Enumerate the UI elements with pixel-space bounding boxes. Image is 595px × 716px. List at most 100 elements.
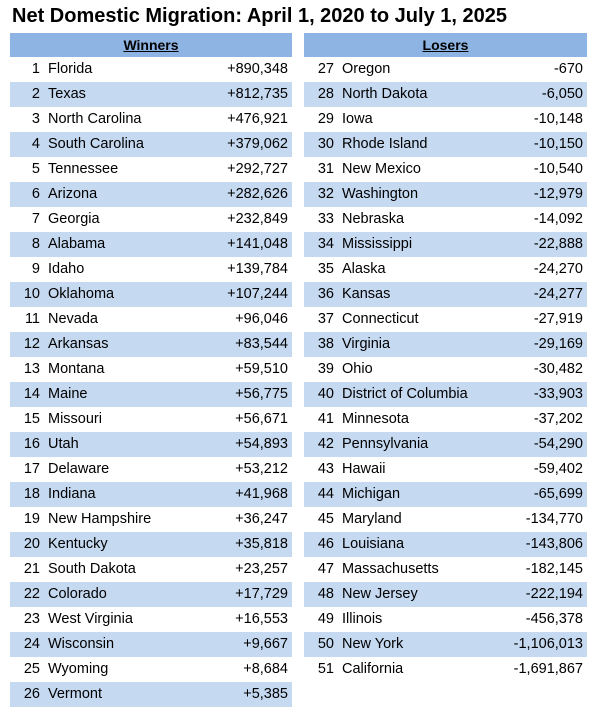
state: Oregon [342, 61, 391, 77]
migration-value: +9,667 [243, 636, 288, 652]
rank: 37 [317, 311, 334, 327]
state: Arkansas [48, 336, 109, 352]
rank: 29 [317, 111, 334, 127]
state: Illinois [342, 611, 383, 627]
migration-value: -10,148 [533, 111, 583, 127]
rank: 4 [31, 136, 40, 152]
state: Florida [48, 61, 93, 77]
state: California [342, 661, 404, 677]
table-row: 21 South Dakota +23,257 [10, 557, 292, 582]
rank: 41 [317, 411, 334, 427]
migration-value: -143,806 [525, 536, 583, 552]
rank: 48 [317, 586, 334, 602]
state: South Dakota [48, 561, 136, 577]
rank: 35 [317, 261, 334, 277]
migration-value: -27,919 [533, 311, 583, 327]
rank: 30 [317, 136, 334, 152]
rank: 33 [317, 211, 334, 227]
migration-value: +23,257 [235, 561, 288, 577]
rank: 32 [317, 186, 334, 202]
table-row: 29 Iowa -10,148 [304, 107, 587, 132]
state: Indiana [48, 486, 96, 502]
state: District of Columbia [342, 386, 468, 402]
migration-value: -12,979 [533, 186, 583, 202]
migration-value: +282,626 [227, 186, 288, 202]
state: Alaska [342, 261, 386, 277]
migration-value: +59,510 [235, 361, 288, 377]
state: Ohio [342, 361, 373, 377]
table-row: 15 Missouri +56,671 [10, 407, 292, 432]
migration-value: +292,727 [227, 161, 288, 177]
migration-value: -10,150 [533, 136, 583, 152]
state: Utah [48, 436, 79, 452]
migration-value: -22,888 [533, 236, 583, 252]
rank: 3 [31, 111, 40, 127]
table-row: 4 South Carolina +379,062 [10, 132, 292, 157]
state: Maryland [342, 511, 402, 527]
state: Georgia [48, 211, 100, 227]
rank: 8 [31, 236, 40, 252]
table-row: 9 Idaho +139,784 [10, 257, 292, 282]
state: Kansas [342, 286, 391, 302]
table-row: 24 Wisconsin +9,667 [10, 632, 292, 657]
table-row: 46 Louisiana -143,806 [304, 532, 587, 557]
losers-table: Losers 27 Oregon -670 28 North Dakota -6,050 2… [304, 33, 587, 682]
table-row: 18 Indiana +41,968 [10, 482, 292, 507]
migration-value: +56,775 [235, 386, 288, 402]
rank: 50 [317, 636, 334, 652]
state: Hawaii [342, 461, 386, 477]
table-header: Winners [10, 33, 292, 57]
migration-value: -59,402 [533, 461, 583, 477]
migration-value: -182,145 [525, 561, 583, 577]
rank: 44 [317, 486, 334, 502]
rank: 42 [317, 436, 334, 452]
migration-value: +812,735 [227, 86, 288, 102]
state: Michigan [342, 486, 401, 502]
migration-value: -33,903 [533, 386, 583, 402]
table-row: 26 Vermont +5,385 [10, 682, 292, 707]
state: Iowa [342, 111, 373, 127]
table-row: 37 Connecticut -27,919 [304, 307, 587, 332]
table-row: 41 Minnesota -37,202 [304, 407, 587, 432]
table-row: 39 Ohio -30,482 [304, 357, 587, 382]
table-row: 20 Kentucky +35,818 [10, 532, 292, 557]
state: Rhode Island [342, 136, 428, 152]
rank: 43 [317, 461, 334, 477]
table-row: 7 Georgia +232,849 [10, 207, 292, 232]
migration-value: -222,194 [525, 586, 583, 602]
state: Wyoming [48, 661, 109, 677]
rank: 14 [23, 386, 40, 402]
table-row: 5 Tennessee +292,727 [10, 157, 292, 182]
rank: 13 [23, 361, 40, 377]
rank: 39 [317, 361, 334, 377]
migration-value: +379,062 [227, 136, 288, 152]
table-row: 35 Alaska -24,270 [304, 257, 587, 282]
rank: 22 [23, 586, 40, 602]
table-row: 45 Maryland -134,770 [304, 507, 587, 532]
rank: 31 [317, 161, 334, 177]
state: Delaware [48, 461, 110, 477]
rank: 21 [23, 561, 40, 577]
state: West Virginia [48, 611, 133, 627]
state: Missouri [48, 411, 102, 427]
migration-value: +476,921 [227, 111, 288, 127]
table-row: 30 Rhode Island -10,150 [304, 132, 587, 157]
table-row: 1 Florida +890,348 [10, 57, 292, 82]
state: Oklahoma [48, 286, 115, 302]
migration-value: +232,849 [227, 211, 288, 227]
table-row: 27 Oregon -670 [304, 57, 587, 82]
state: Pennsylvania [342, 436, 429, 452]
table-row: 48 New Jersey -222,194 [304, 582, 587, 607]
table-row: 47 Massachusetts -182,145 [304, 557, 587, 582]
title: Net Domestic Migration: April 1, 2020 to… [12, 5, 507, 27]
table-row: 12 Arkansas +83,544 [10, 332, 292, 357]
table-header: Losers [304, 33, 587, 57]
rank: 18 [23, 486, 40, 502]
migration-value: -1,106,013 [513, 636, 583, 652]
migration-value: -1,691,867 [513, 661, 583, 677]
migration-value: +139,784 [227, 261, 288, 277]
state: North Carolina [48, 111, 142, 127]
header-text: Losers [422, 37, 469, 53]
winners-table: Winners 1 Florida +890,348 2 Texas +812,735 3 N… [10, 33, 292, 707]
migration-value: +83,544 [235, 336, 288, 352]
